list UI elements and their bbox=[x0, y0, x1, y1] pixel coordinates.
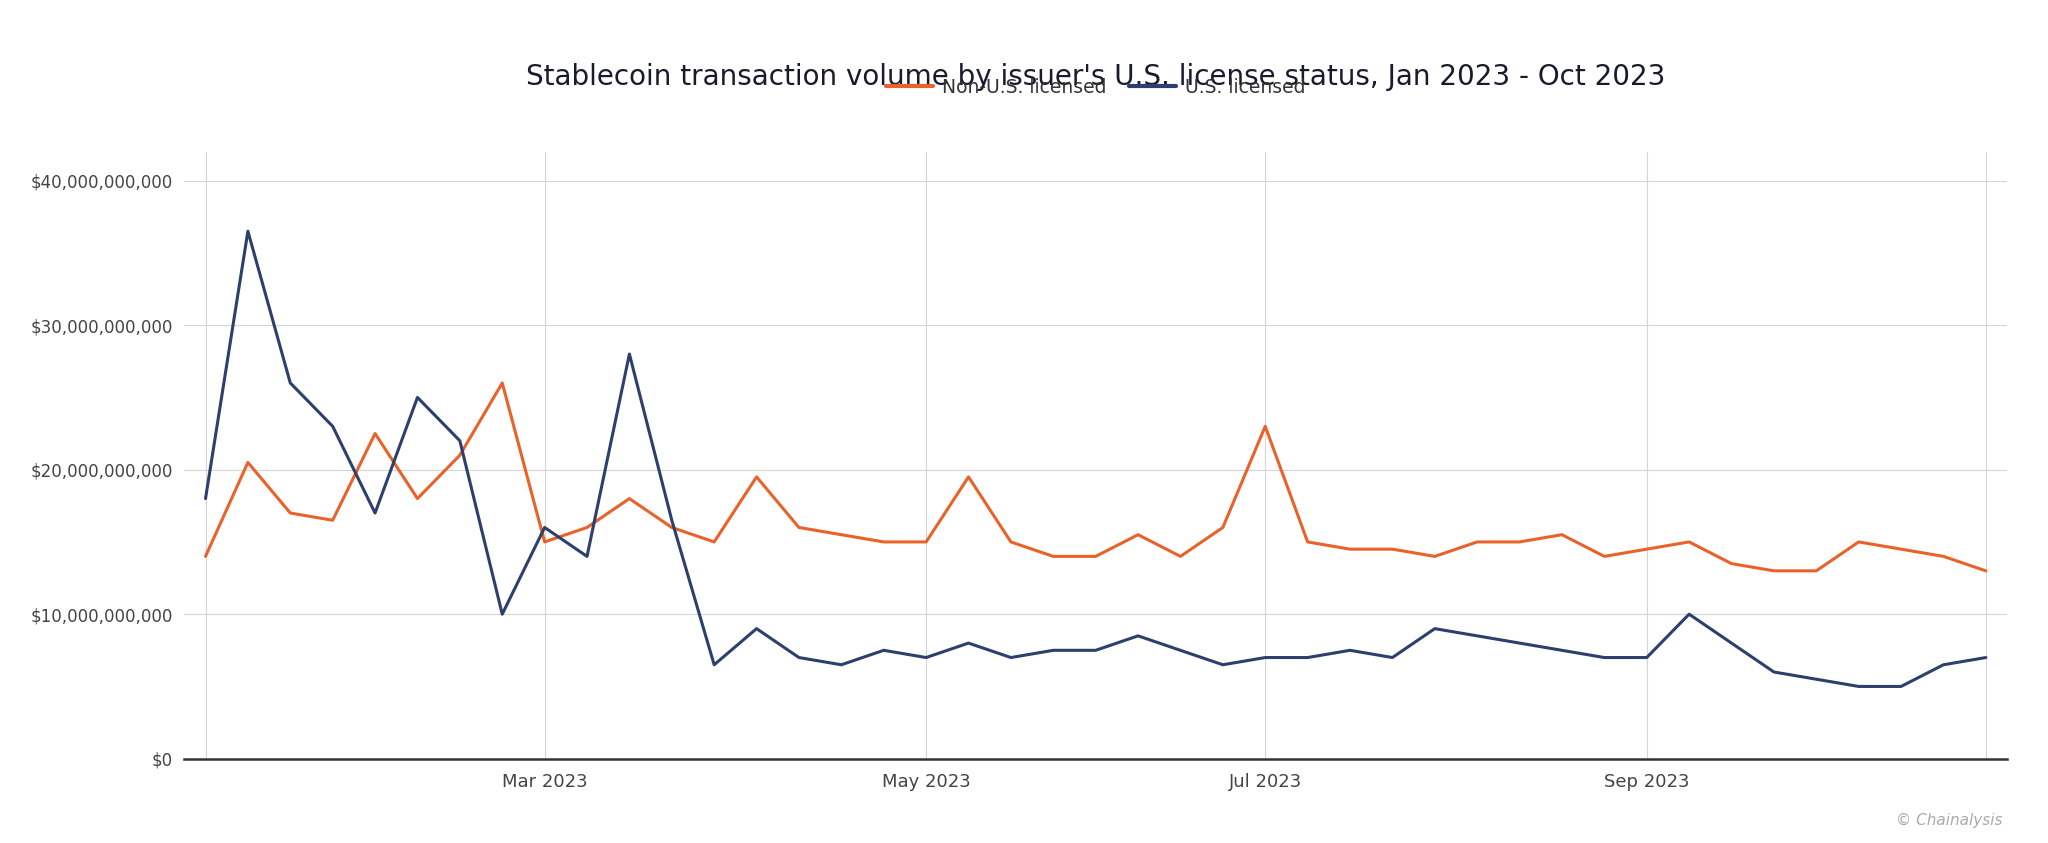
Non-U.S. licensed bbox=[193, 551, 217, 561]
U.S. licensed bbox=[999, 652, 1024, 663]
Non-U.S. licensed bbox=[279, 508, 303, 518]
Text: © Chainalysis: © Chainalysis bbox=[1896, 813, 2003, 828]
U.S. licensed bbox=[743, 624, 768, 634]
Non-U.S. licensed bbox=[1591, 551, 1616, 561]
U.S. licensed bbox=[406, 392, 430, 402]
U.S. licensed bbox=[319, 422, 344, 432]
Title: Stablecoin transaction volume by issuer's U.S. license status, Jan 2023 - Oct 20: Stablecoin transaction volume by issuer'… bbox=[526, 63, 1665, 91]
U.S. licensed bbox=[279, 378, 303, 388]
Non-U.S. licensed bbox=[1931, 551, 1956, 561]
U.S. licensed bbox=[1677, 609, 1702, 620]
Non-U.S. licensed bbox=[1040, 551, 1065, 561]
U.S. licensed bbox=[1718, 638, 1743, 648]
Non-U.S. licensed bbox=[362, 428, 387, 438]
U.S. licensed bbox=[1974, 652, 1999, 663]
U.S. licensed bbox=[1167, 645, 1192, 655]
Non-U.S. licensed bbox=[1167, 551, 1192, 561]
U.S. licensed bbox=[1126, 631, 1151, 641]
Non-U.S. licensed bbox=[1550, 529, 1575, 540]
U.S. licensed bbox=[616, 349, 641, 359]
U.S. licensed bbox=[1380, 652, 1405, 663]
U.S. licensed bbox=[913, 652, 938, 663]
Non-U.S. licensed bbox=[1974, 566, 1999, 576]
Non-U.S. licensed bbox=[616, 493, 641, 503]
U.S. licensed bbox=[1761, 667, 1786, 677]
U.S. licensed bbox=[1634, 652, 1659, 663]
U.S. licensed bbox=[193, 493, 217, 503]
Non-U.S. licensed bbox=[702, 537, 727, 547]
U.S. licensed bbox=[1423, 624, 1448, 634]
Non-U.S. licensed bbox=[1210, 523, 1235, 533]
U.S. licensed bbox=[1040, 645, 1065, 655]
U.S. licensed bbox=[829, 660, 854, 670]
Line: Non-U.S. licensed: Non-U.S. licensed bbox=[205, 383, 1987, 571]
Non-U.S. licensed bbox=[1507, 537, 1532, 547]
U.S. licensed bbox=[1507, 638, 1532, 648]
Non-U.S. licensed bbox=[1847, 537, 1872, 547]
Non-U.S. licensed bbox=[1464, 537, 1489, 547]
Line: U.S. licensed: U.S. licensed bbox=[205, 231, 1987, 686]
U.S. licensed bbox=[236, 226, 260, 236]
U.S. licensed bbox=[1253, 652, 1278, 663]
Non-U.S. licensed bbox=[236, 458, 260, 468]
Non-U.S. licensed bbox=[1337, 544, 1362, 554]
U.S. licensed bbox=[1888, 681, 1913, 691]
U.S. licensed bbox=[956, 638, 981, 648]
Non-U.S. licensed bbox=[575, 523, 600, 533]
U.S. licensed bbox=[1210, 660, 1235, 670]
Non-U.S. licensed bbox=[1253, 422, 1278, 432]
U.S. licensed bbox=[872, 645, 897, 655]
Non-U.S. licensed bbox=[659, 523, 684, 533]
Non-U.S. licensed bbox=[1761, 566, 1786, 576]
Non-U.S. licensed bbox=[913, 537, 938, 547]
U.S. licensed bbox=[659, 515, 684, 525]
U.S. licensed bbox=[575, 551, 600, 561]
U.S. licensed bbox=[786, 652, 811, 663]
Non-U.S. licensed bbox=[1294, 537, 1319, 547]
Non-U.S. licensed bbox=[1634, 544, 1659, 554]
U.S. licensed bbox=[489, 609, 514, 620]
U.S. licensed bbox=[362, 508, 387, 518]
Non-U.S. licensed bbox=[1677, 537, 1702, 547]
U.S. licensed bbox=[1550, 645, 1575, 655]
Non-U.S. licensed bbox=[1888, 544, 1913, 554]
U.S. licensed bbox=[1804, 674, 1829, 685]
U.S. licensed bbox=[1083, 645, 1108, 655]
Non-U.S. licensed bbox=[1083, 551, 1108, 561]
Non-U.S. licensed bbox=[1718, 559, 1743, 569]
Non-U.S. licensed bbox=[489, 378, 514, 388]
U.S. licensed bbox=[449, 436, 473, 446]
Non-U.S. licensed bbox=[829, 529, 854, 540]
U.S. licensed bbox=[1337, 645, 1362, 655]
U.S. licensed bbox=[1591, 652, 1616, 663]
Non-U.S. licensed bbox=[786, 523, 811, 533]
U.S. licensed bbox=[1464, 631, 1489, 641]
Non-U.S. licensed bbox=[1380, 544, 1405, 554]
Non-U.S. licensed bbox=[532, 537, 557, 547]
Non-U.S. licensed bbox=[956, 472, 981, 482]
Non-U.S. licensed bbox=[743, 472, 768, 482]
Non-U.S. licensed bbox=[1804, 566, 1829, 576]
Non-U.S. licensed bbox=[319, 515, 344, 525]
Non-U.S. licensed bbox=[1423, 551, 1448, 561]
Non-U.S. licensed bbox=[449, 450, 473, 460]
Non-U.S. licensed bbox=[872, 537, 897, 547]
U.S. licensed bbox=[1931, 660, 1956, 670]
U.S. licensed bbox=[1847, 681, 1872, 691]
Non-U.S. licensed bbox=[1126, 529, 1151, 540]
Non-U.S. licensed bbox=[999, 537, 1024, 547]
U.S. licensed bbox=[702, 660, 727, 670]
U.S. licensed bbox=[1294, 652, 1319, 663]
Non-U.S. licensed bbox=[406, 493, 430, 503]
U.S. licensed bbox=[532, 523, 557, 533]
Legend: Non-U.S. licensed, U.S. licensed: Non-U.S. licensed, U.S. licensed bbox=[879, 70, 1313, 104]
